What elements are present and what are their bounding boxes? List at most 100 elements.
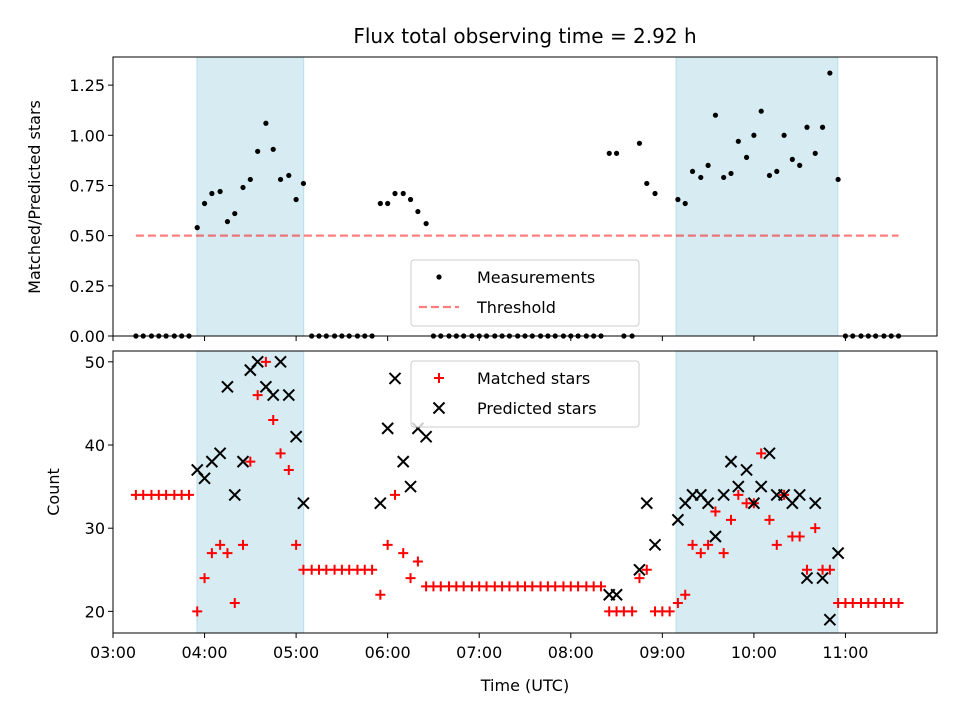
top-measurements-point-17 [263, 120, 269, 126]
bottom-predicted-stars-point-10 [267, 388, 280, 402]
x-tick-label-4: 07:00 [456, 643, 502, 662]
top-measurements-point-13 [232, 210, 238, 217]
bottom-predicted-stars-point-21 [419, 430, 433, 443]
x-tick-label-5: 08:00 [548, 643, 594, 662]
bottom-predicted-stars-point-13 [289, 430, 303, 443]
bottom-matched-stars-point-33 [382, 539, 393, 550]
bottom-predicted-stars-point-17 [388, 372, 402, 385]
bottom-matched-stars-point-34 [389, 489, 400, 500]
top-legend-marker-0 [436, 274, 442, 280]
bottom-matched-stars-point-76 [710, 506, 721, 517]
top-measurements-point-86 [804, 124, 810, 130]
top-measurements-point-87 [812, 150, 818, 156]
top-measurements-point-16 [255, 148, 261, 154]
bottom-matched-stars-point-10 [206, 548, 217, 559]
top-measurements-point-77 [735, 138, 741, 144]
bottom-predicted-stars-point-38 [755, 480, 768, 493]
bottom-matched-stars-point-31 [367, 564, 378, 575]
bottom-legend-label-1: Predicted stars [477, 399, 597, 418]
bottom-predicted-stars-point-15 [374, 497, 387, 510]
bottom-matched-stars-point-87 [794, 531, 805, 542]
bottom-matched-stars-point-91 [824, 564, 835, 575]
bottom-matched-stars-point-8 [192, 606, 203, 617]
bottom-matched-stars-point-88 [801, 564, 812, 575]
top-measurements-point-8 [194, 225, 200, 231]
top-measurements-point-76 [728, 170, 734, 177]
bottom-matched-stars-point-67 [641, 564, 652, 575]
x-axis-label: Time (UTC) [480, 676, 569, 695]
bottom-y-tick-label-1: 30 [85, 519, 105, 538]
bottom-predicted-stars-point-26 [648, 538, 662, 552]
top-y-tick-label-1: 0.25 [69, 277, 105, 296]
bottom-matched-stars-point-7 [183, 489, 194, 500]
bottom-predicted-stars-point-47 [823, 613, 837, 626]
top-measurements-point-81 [766, 172, 773, 179]
top-legend-label-1: Threshold [476, 298, 556, 317]
bottom-matched-stars-point-35 [398, 548, 409, 559]
bottom-legend-label-0: Matched stars [477, 369, 590, 388]
bottom-predicted-stars-point-6 [236, 455, 250, 468]
top-measurements-point-85 [797, 162, 803, 168]
bottom-matched-stars-point-36 [405, 573, 416, 584]
top-measurements-point-21 [293, 196, 299, 203]
bottom-matched-stars-point-11 [215, 539, 226, 550]
bottom-predicted-stars-point-48 [831, 546, 845, 560]
top-y-axis-label: Matched/Predicted stars [25, 100, 44, 294]
bottom-y-tick-label-3: 50 [85, 353, 105, 372]
top-measurements-point-34 [392, 190, 398, 197]
bottom-predicted-stars-point-8 [251, 355, 264, 369]
bottom-predicted-stars-point-43 [793, 488, 806, 502]
bottom-matched-stars-point-75 [703, 539, 714, 550]
bottom-predicted-stars-point-14 [297, 497, 310, 510]
top-measurements-point-69 [675, 196, 681, 203]
bottom-predicted-stars-point-37 [747, 497, 761, 510]
top-measurements-point-10 [209, 190, 215, 197]
top-legend-box [410, 259, 640, 327]
top-measurements-point-12 [224, 218, 231, 225]
top-measurements-point-70 [682, 200, 688, 207]
bottom-matched-stars-point-74 [695, 548, 706, 559]
bottom-predicted-stars-point-3 [213, 447, 227, 460]
bottom-matched-stars-point-21 [291, 539, 302, 550]
top-y-tick-label-5: 1.25 [69, 76, 105, 95]
top-measurements-point-79 [751, 132, 757, 138]
top-axes-frame [112, 56, 938, 337]
top-measurements-point-71 [689, 168, 696, 175]
bottom-y-tick-label-0: 20 [85, 602, 105, 621]
bottom-predicted-stars-point-11 [274, 355, 287, 369]
top-y-tick-label-3: 0.75 [69, 176, 105, 195]
top-measurements-point-36 [407, 196, 414, 203]
bottom-matched-stars-point-72 [680, 589, 691, 600]
bottom-panel: 20 30 40 50 03:00 04:00 05:00 06:00 07:00 08:00 09… [85, 350, 938, 662]
bottom-matched-stars-point-89 [810, 523, 821, 534]
bottom-matched-stars-point-61 [595, 581, 606, 592]
bottom-predicted-stars-point-27 [671, 513, 685, 527]
top-measurements-point-35 [400, 190, 406, 197]
bottom-matched-stars-point-71 [672, 598, 683, 609]
top-measurements-point-38 [423, 220, 429, 227]
top-legend-label-0: Measurements [477, 268, 595, 287]
top-measurements-point-11 [217, 188, 223, 195]
bottom-predicted-stars-point-45 [809, 497, 822, 510]
top-measurements-point-88 [819, 124, 826, 130]
bottom-predicted-stars-point-33 [717, 488, 730, 502]
top-measurements-point-32 [377, 200, 383, 207]
top-measurements-point-18 [270, 146, 276, 152]
bottom-matched-stars-point-16 [252, 390, 263, 401]
bottom-predicted-stars-point-32 [709, 530, 722, 543]
bottom-matched-stars-point-82 [756, 448, 767, 459]
bottom-matched-stars-point-19 [275, 448, 286, 459]
bottom-predicted-stars-point-34 [724, 455, 738, 468]
x-tick-label-0: 03:00 [90, 643, 136, 662]
bottom-matched-stars-point-73 [687, 539, 698, 550]
top-measurements-point-80 [758, 108, 764, 114]
top-measurements-point-20 [286, 172, 292, 179]
bottom-matched-stars-point-77 [718, 548, 729, 559]
bottom-predicted-stars-point-1 [198, 472, 211, 485]
x-tick-label-7: 10:00 [731, 643, 777, 662]
bottom-predicted-stars-point-19 [404, 480, 417, 493]
bottom-matched-stars-point-66 [634, 573, 645, 584]
bottom-predicted-stars-point-12 [282, 388, 295, 402]
top-shaded-window-0 [196, 56, 305, 337]
